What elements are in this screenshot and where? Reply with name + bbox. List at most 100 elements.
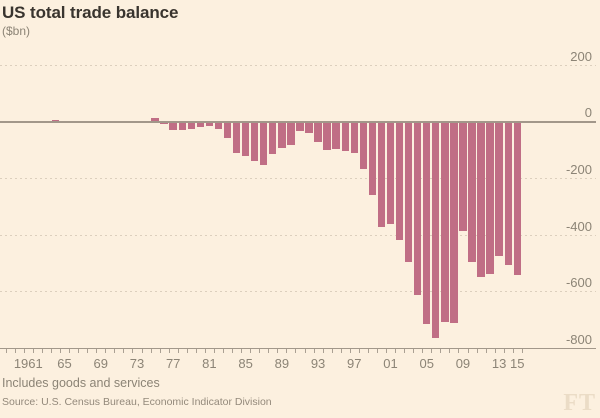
- trade-balance-bar: [160, 121, 168, 124]
- y-axis-label: -600: [565, 275, 592, 291]
- x-axis-tick: [168, 348, 170, 354]
- gridline: [0, 178, 596, 180]
- trade-balance-bar: [278, 121, 286, 149]
- trade-balance-bar: [250, 121, 259, 162]
- x-axis-tick: [50, 348, 52, 354]
- x-axis-tick: [404, 348, 406, 354]
- x-axis-tick: [186, 348, 188, 354]
- trade-balance-bar: [232, 121, 241, 153]
- x-axis-tick: [259, 348, 261, 354]
- trade-balance-bar: [350, 121, 358, 153]
- x-axis-tick: [449, 348, 451, 354]
- x-axis-tick: [78, 348, 80, 354]
- x-axis-year-label: 15: [510, 356, 525, 371]
- x-axis-year-label: 81: [202, 356, 217, 371]
- trade-balance-bar: [223, 121, 232, 139]
- trade-balance-bar: [368, 121, 377, 196]
- x-axis-year-label: 13: [491, 356, 507, 371]
- x-axis-tick: [204, 348, 206, 354]
- x-axis-tick: [503, 348, 505, 354]
- x-axis-tick: [232, 348, 234, 354]
- trade-balance-bar: [178, 121, 186, 131]
- trade-balance-bar: [413, 121, 422, 295]
- trade-balance-bar: [450, 121, 458, 323]
- x-axis-tick: [277, 348, 279, 354]
- y-axis-label: -200: [565, 162, 592, 178]
- x-axis-tick: [60, 348, 62, 354]
- trade-balance-bar: [359, 121, 368, 169]
- x-axis-tick: [41, 348, 43, 354]
- trade-balance-bar: [395, 121, 404, 241]
- trade-balance-bar: [441, 121, 449, 322]
- gridline: [0, 291, 596, 293]
- trade-balance-bar: [495, 121, 503, 256]
- trade-balance-bar: [187, 121, 195, 129]
- x-axis-tick: [467, 348, 469, 354]
- x-axis-year-label: 77: [165, 356, 181, 371]
- x-axis-tick: [114, 348, 116, 354]
- gridline: [0, 64, 596, 66]
- x-axis-tick: [250, 348, 252, 354]
- trade-balance-bar: [504, 121, 512, 265]
- x-axis-tick: [413, 348, 415, 354]
- trade-balance-bar: [196, 121, 205, 128]
- x-axis-year-label: 01: [383, 356, 398, 371]
- trade-balance-bar: [205, 121, 214, 127]
- x-axis-tick: [23, 348, 25, 354]
- x-axis-tick: [358, 348, 360, 354]
- trade-balance-bar: [404, 121, 413, 262]
- x-axis-year-label: 73: [129, 356, 145, 371]
- x-axis-tick: [159, 348, 161, 354]
- x-axis-tick: [304, 348, 306, 354]
- x-axis-year-label: 89: [274, 356, 290, 371]
- x-axis-year-label: 69: [93, 356, 108, 371]
- x-axis-tick: [123, 348, 125, 354]
- x-axis-tick: [440, 348, 442, 354]
- trade-balance-bar: [260, 121, 268, 165]
- x-axis-tick: [313, 348, 315, 354]
- trade-balance-bar: [51, 120, 60, 122]
- trade-balance-bar: [468, 121, 476, 263]
- x-axis-tick: [96, 348, 98, 354]
- x-axis-tick: [14, 348, 16, 354]
- x-axis-tick: [286, 348, 288, 354]
- x-axis-tick: [141, 348, 143, 354]
- trade-balance-bar: [341, 121, 349, 152]
- trade-balance-bar: [269, 121, 277, 155]
- trade-balance-bar: [287, 121, 295, 145]
- chart-units-label: ($bn): [2, 24, 31, 38]
- x-axis-tick: [485, 348, 487, 354]
- x-axis-tick: [5, 348, 7, 354]
- chart-footnote: Includes goods and services: [2, 376, 160, 390]
- x-axis-tick: [223, 348, 225, 354]
- x-axis-tick: [150, 348, 152, 354]
- trade-balance-bar: [323, 121, 331, 150]
- x-axis-tick: [322, 348, 324, 354]
- x-axis-year-label: 1961: [13, 356, 43, 371]
- x-axis-tick: [331, 348, 333, 354]
- trade-balance-bar: [377, 121, 386, 228]
- x-axis-tick: [494, 348, 496, 354]
- x-axis-tick: [177, 348, 179, 354]
- trade-balance-bar: [169, 121, 177, 130]
- trade-balance-bar: [332, 121, 340, 150]
- trade-balance-bar: [296, 121, 304, 131]
- x-axis-year-label: 09: [455, 356, 471, 371]
- trade-balance-bar: [423, 121, 431, 325]
- x-axis-tick: [422, 348, 424, 354]
- trade-balance-bar: [459, 121, 467, 231]
- x-axis-tick: [268, 348, 270, 354]
- x-axis-tick: [195, 348, 197, 354]
- trade-balance-bar: [432, 121, 440, 338]
- x-axis-tick: [241, 348, 243, 354]
- x-axis-tick: [32, 348, 34, 354]
- trade-balance-bar: [305, 121, 313, 133]
- trade-balance-bar: [214, 121, 223, 129]
- x-axis-tick: [340, 348, 342, 354]
- trade-balance-bar: [314, 121, 322, 142]
- y-axis-label: 200: [570, 48, 592, 64]
- x-axis-tick: [395, 348, 397, 354]
- axis-line: [0, 347, 596, 350]
- x-axis-year-label: 05: [419, 356, 434, 371]
